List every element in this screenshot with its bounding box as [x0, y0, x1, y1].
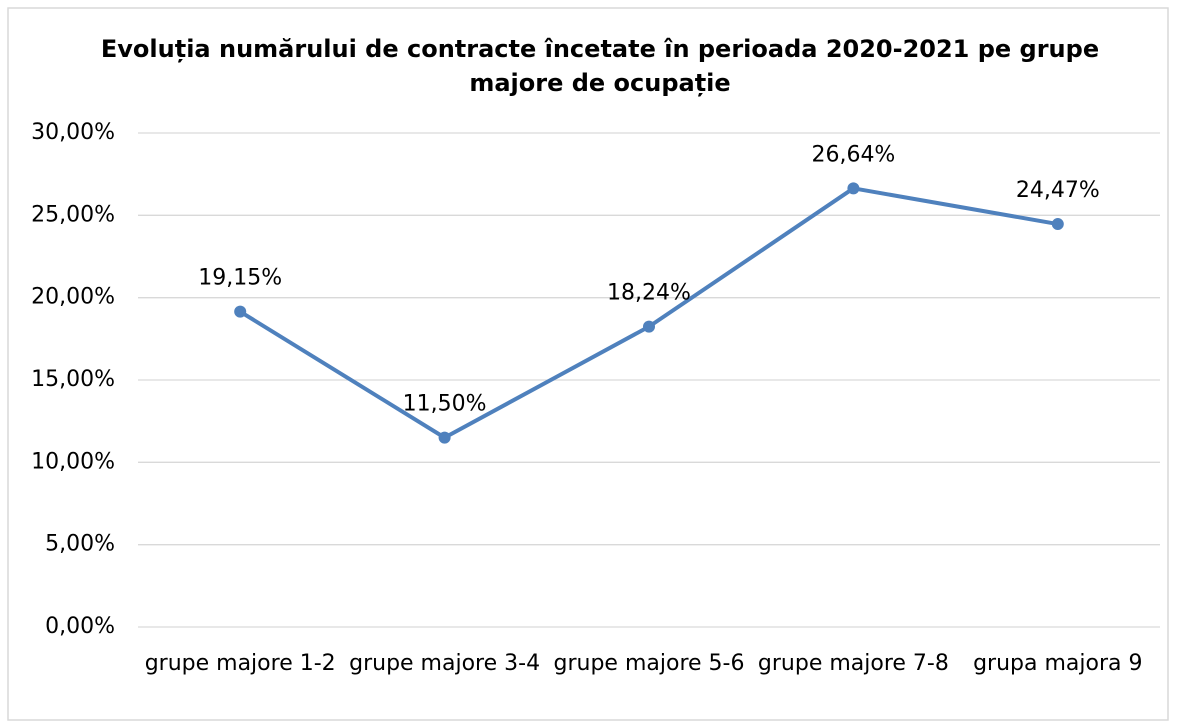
chart-title: Evoluția numărului de contracte încetate… — [100, 35, 1100, 97]
x-tick-label: grupe majore 7-8 — [757, 651, 949, 676]
x-tick-label: grupa majora 9 — [973, 651, 1143, 676]
x-tick-label: grupe majore 1-2 — [144, 651, 336, 676]
data-label: 24,47% — [1016, 178, 1100, 203]
data-label: 19,15% — [198, 266, 282, 291]
line — [239, 186, 1059, 440]
y-tick-label: 20,00% — [31, 285, 115, 310]
chart-border — [7, 7, 1169, 721]
point — [643, 320, 655, 333]
y-tick-label: 10,00% — [31, 449, 115, 474]
point — [234, 305, 247, 318]
x-tick-label: grupe majore 5-6 — [553, 651, 745, 676]
y-tick-label: 15,00% — [31, 367, 115, 392]
y-tick-label: 5,00% — [45, 532, 115, 557]
y-tick-label: 25,00% — [31, 202, 115, 227]
data-label: 26,64% — [811, 142, 895, 167]
x-tick-label: grupe majore 3-4 — [349, 651, 541, 676]
data-label: 18,24% — [607, 281, 691, 306]
point — [847, 182, 860, 195]
y-tick-label: 30,00% — [31, 120, 115, 145]
point — [1051, 218, 1064, 231]
data-label: 11,50% — [403, 392, 487, 417]
y-tick-label: 0,00% — [45, 614, 115, 639]
point — [438, 431, 451, 444]
